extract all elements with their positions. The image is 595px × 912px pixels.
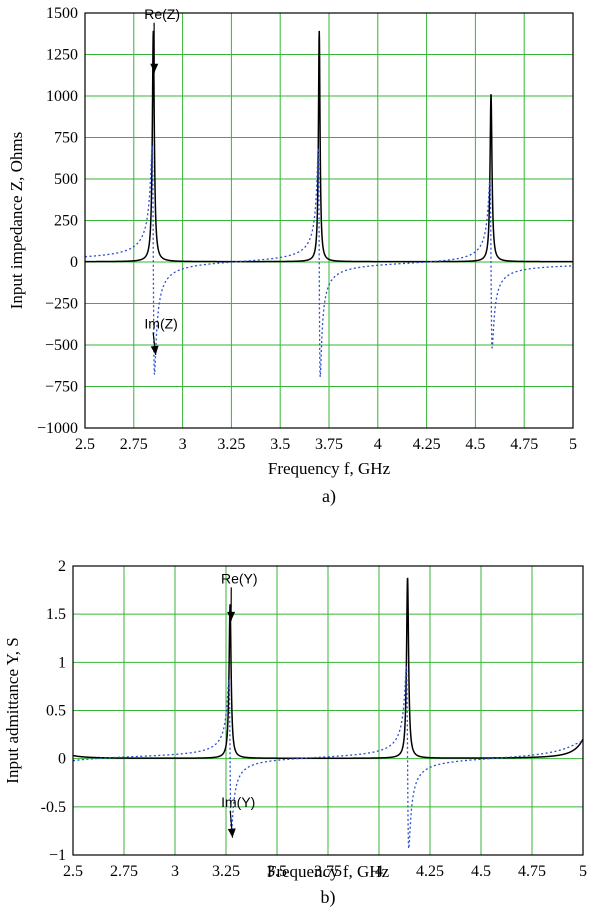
- x-tick-label: 3.5: [270, 436, 290, 453]
- y-tick-label: −750: [45, 379, 78, 396]
- y-tick-label: −250: [45, 296, 78, 313]
- y-tick-label: -0.5: [41, 799, 66, 816]
- y-tick-label: −1: [49, 847, 66, 864]
- x-tick-label: 4: [375, 863, 383, 880]
- grid: [84, 12, 574, 429]
- x-tick-label: 3.75: [314, 863, 342, 880]
- admittance-chart: 2.5 2.75 3 3.25 3.5 3.75 4 4.25 4.5 4.75 5 −1 -0.5 0…: [3, 558, 587, 908]
- x-tick-label: 3: [179, 436, 187, 453]
- x-tick-label: 5: [579, 863, 587, 880]
- panel-label: b): [321, 887, 336, 908]
- y-tick-labels: −1 -0.5 0 0.5 1 1.5 2: [41, 558, 66, 864]
- annotation-label: Re(Y): [221, 570, 258, 586]
- series-imag-line: [84, 145, 573, 378]
- annotation-arrowhead: [150, 345, 159, 355]
- series-real-line: [85, 30, 573, 263]
- plot-frame: [72, 565, 584, 856]
- y-tick-label: 2: [58, 558, 66, 575]
- x-tick-label: 2.5: [63, 863, 83, 880]
- y-tick-label: 0: [70, 254, 78, 271]
- y-tick-label: −1000: [37, 420, 78, 437]
- y-axis-label: Input admittance Y, S: [3, 637, 22, 783]
- y-tick-label: 500: [54, 171, 78, 188]
- x-tick-label: 4: [374, 436, 382, 453]
- y-tick-label: 1.5: [46, 606, 66, 623]
- y-tick-labels: −1000 −750 −500 −250 0 250 500 750 1000 1250 1500: [37, 5, 78, 437]
- x-tick-label: 4.5: [471, 863, 491, 880]
- annotations: Re(Y) Im(Y): [221, 570, 258, 838]
- impedance-chart: 2.5 2.75 3 3.25 3.5 3.75 4 4.25 4.5 4.75 5 −1000 −7…: [7, 5, 577, 507]
- x-tick-label: 2.5: [75, 436, 95, 453]
- x-tick-labels: 2.5 2.75 3 3.25 3.5 3.75 4 4.25 4.5 4.75 5: [75, 436, 577, 453]
- plot-frame: [84, 12, 574, 429]
- x-axis-label: Frequency f, GHz: [267, 862, 390, 881]
- annotation-label: Re(Z): [144, 6, 180, 22]
- x-tick-label: 2.75: [110, 863, 138, 880]
- annotation-label: Im(Z): [144, 315, 177, 331]
- x-tick-labels: 2.5 2.75 3 3.25 3.5 3.75 4 4.25 4.5 4.75 5: [63, 863, 587, 880]
- y-tick-label: 0: [58, 751, 66, 768]
- x-tick-label: 3.25: [212, 863, 240, 880]
- annotation-arrowhead: [150, 63, 159, 73]
- y-tick-label: 1500: [46, 5, 78, 22]
- x-tick-label: 4.75: [518, 863, 546, 880]
- annotation-arrowhead: [227, 828, 236, 838]
- y-tick-label: 750: [54, 130, 78, 147]
- y-tick-label: 1250: [46, 47, 78, 64]
- x-tick-label: 3: [171, 863, 179, 880]
- x-tick-label: 3.75: [315, 436, 343, 453]
- x-tick-label: 3.25: [217, 436, 245, 453]
- x-tick-label: 5: [569, 436, 577, 453]
- y-axis-label: Input impedance Z, Ohms: [7, 132, 26, 310]
- annotation-label: Im(Y): [221, 794, 255, 810]
- y-tick-label: −500: [45, 337, 78, 354]
- y-tick-label: 0.5: [46, 703, 66, 720]
- annotation-arrowhead: [227, 611, 236, 621]
- x-tick-label: 3.5: [267, 863, 287, 880]
- y-tick-label: 1000: [46, 88, 78, 105]
- grid: [72, 565, 584, 856]
- series-imag-line: [72, 665, 584, 849]
- x-tick-label: 2.75: [120, 436, 148, 453]
- x-tick-label: 4.5: [465, 436, 485, 453]
- x-tick-label: 4.25: [416, 863, 444, 880]
- series-layer: [72, 577, 584, 849]
- y-tick-label: 250: [54, 213, 78, 230]
- y-tick-label: 1: [58, 654, 66, 671]
- panel-label: a): [322, 486, 336, 507]
- x-tick-label: 4.75: [510, 436, 538, 453]
- x-axis-label: Frequency f, GHz: [268, 459, 391, 478]
- series-layer: [84, 30, 573, 378]
- annotations: Re(Z) Im(Z): [144, 6, 180, 356]
- x-tick-label: 4.25: [413, 436, 441, 453]
